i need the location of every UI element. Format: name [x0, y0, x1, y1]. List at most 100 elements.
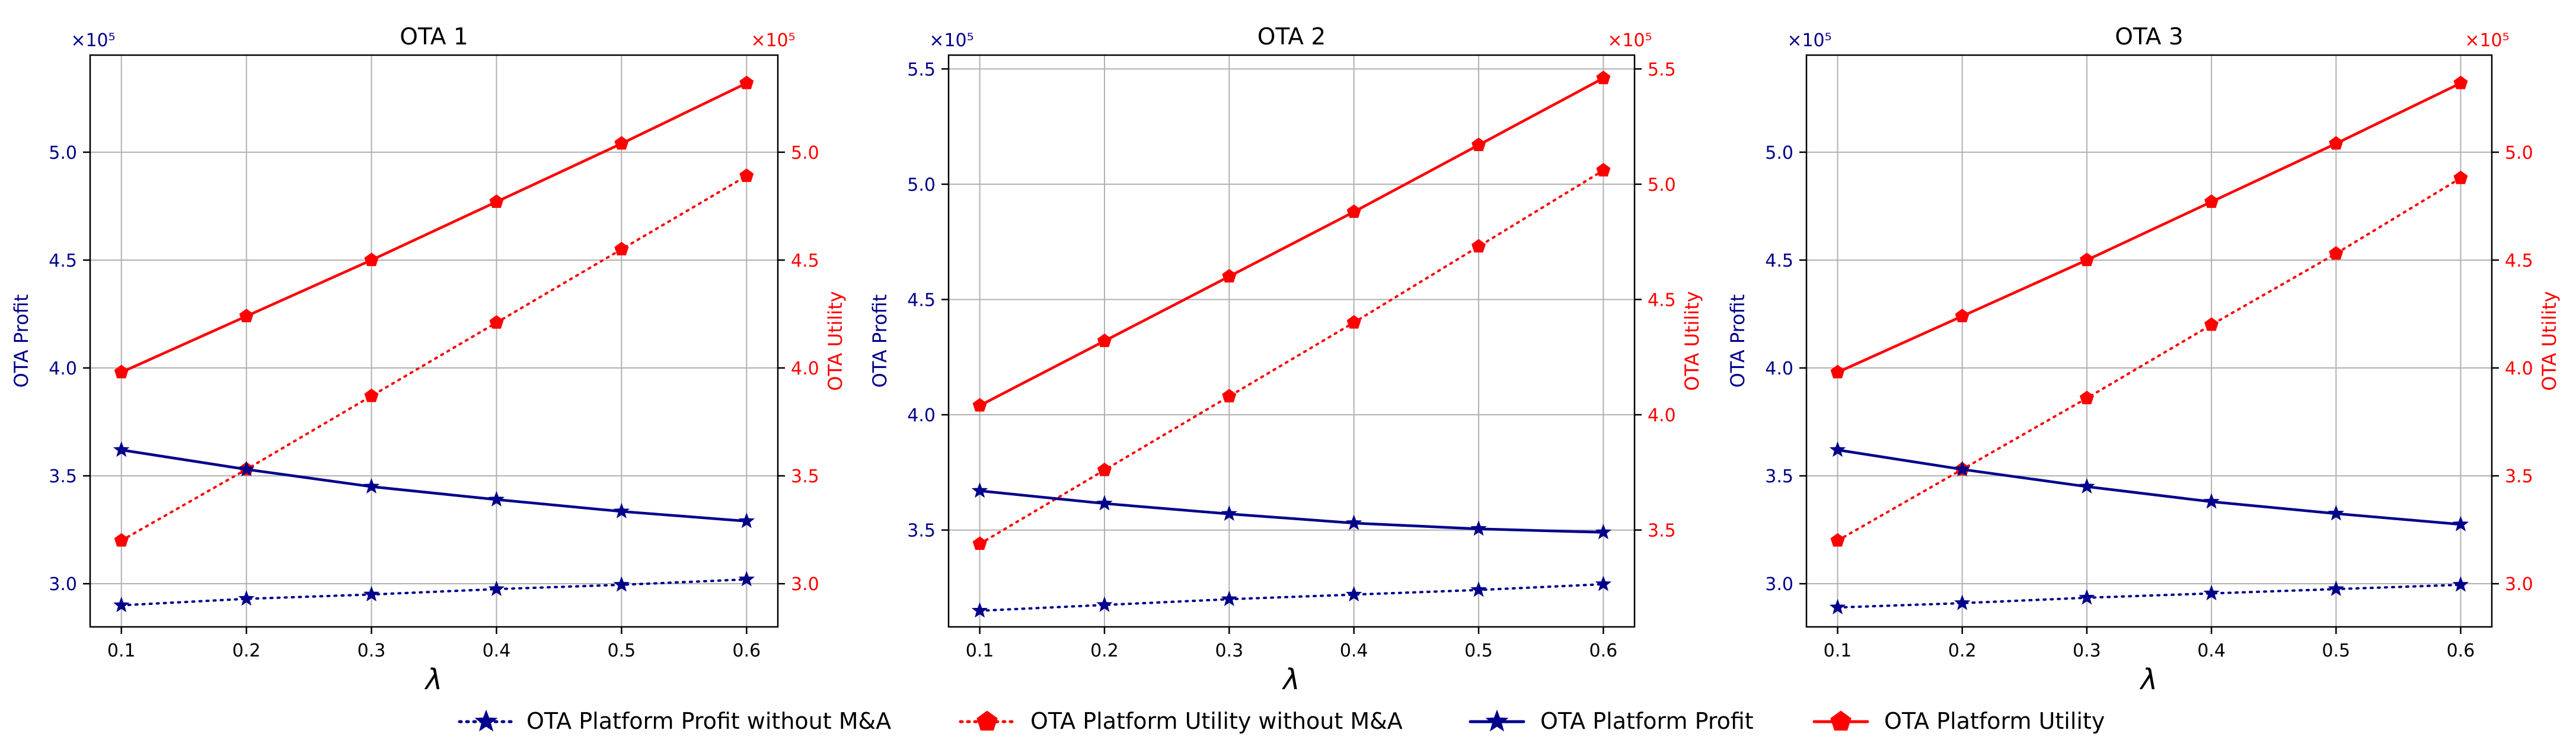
x-tick-label: 0.2	[232, 640, 261, 661]
x-tick-label: 0.6	[1589, 640, 1618, 661]
data-point-utility	[614, 136, 629, 150]
data-point-profit	[238, 460, 255, 476]
series-line-profit-without	[978, 583, 1605, 612]
series-line-profit	[978, 489, 1605, 534]
data-point-utility-without	[614, 242, 629, 255]
legend-marker	[1830, 710, 1852, 731]
data-point-utility	[1097, 333, 1112, 347]
legend-label: OTA Platform Profit without M&A	[526, 708, 891, 734]
right-y-tick-label: 5.0	[791, 143, 819, 164]
left-y-tick-label: 3.0	[1765, 574, 1793, 595]
data-point-utility-without	[1346, 315, 1361, 329]
chart-title: OTA 3	[2115, 24, 2183, 50]
data-point-profit	[2452, 515, 2469, 531]
data-point-utility-without	[1830, 533, 1845, 547]
legend-marker	[1485, 709, 1509, 732]
x-tick-label: 0.5	[1464, 640, 1493, 661]
right-axis-multiplier: ×10⁵	[2465, 30, 2509, 51]
left-y-tick-label: 3.0	[49, 574, 77, 595]
x-tick-label: 0.5	[608, 640, 636, 661]
data-point-profit-without	[2203, 585, 2220, 601]
data-point-profit-without	[971, 602, 988, 618]
data-point-profit-without	[113, 597, 130, 613]
data-point-utility	[739, 75, 754, 89]
data-point-profit-without	[613, 576, 630, 592]
chart-title: OTA 2	[1257, 24, 1326, 50]
data-point-profit	[1221, 505, 1238, 521]
data-point-utility-without	[1596, 162, 1611, 177]
left-y-tick-label: 3.5	[49, 466, 77, 487]
right-y-tick-label: 4.0	[791, 358, 819, 379]
data-point-profit-without	[238, 590, 255, 606]
right-y-tick-label: 3.5	[2505, 466, 2533, 487]
legend: OTA Platform Profit without M&A OTA Platf…	[458, 708, 2105, 734]
series-line-utility-without	[120, 174, 748, 542]
data-point-profit	[1470, 520, 1487, 536]
x-tick-label: 0.2	[1948, 640, 1977, 661]
plot-frame	[1805, 54, 2493, 628]
left-y-tick-label: 4.0	[49, 358, 77, 379]
chart-panel-1: 0.1 0.2 0.3 0.4 0.5 0.6 3.0 3.5 4.0 4.5 5.0 3.0 3.5 4…	[10, 24, 847, 696]
left-y-tick-label: 4.0	[1765, 358, 1793, 379]
x-tick-label: 0.5	[2322, 640, 2350, 661]
data-point-profit	[1954, 460, 1971, 476]
data-point-utility	[239, 309, 254, 322]
data-point-utility	[2079, 252, 2094, 267]
left-y-tick-label: 4.0	[907, 405, 936, 426]
data-point-utility-without	[1222, 389, 1237, 403]
series-line-profit	[1836, 449, 2462, 526]
data-point-utility	[1471, 137, 1486, 151]
data-point-profit-without	[1470, 581, 1487, 597]
data-point-profit	[1829, 441, 1846, 457]
right-y-axis-label: OTA Utility	[2538, 291, 2561, 390]
data-point-utility-without	[2079, 390, 2094, 405]
data-point-profit-without	[1221, 590, 1238, 606]
chart-panel-2: 0.1 0.2 0.3 0.4 0.5 0.6 3.5 4.0 4.5 5.0 5.5 3.5 4.0 4…	[869, 24, 1703, 696]
right-y-tick-label: 4.5	[2505, 251, 2533, 271]
legend-label: OTA Platform Utility	[1884, 708, 2105, 734]
data-point-utility	[489, 194, 504, 208]
left-y-axis-label: OTA Profit	[10, 294, 33, 388]
x-tick-label: 0.6	[2447, 640, 2475, 661]
data-point-profit-without	[1954, 594, 1971, 610]
data-point-utility	[114, 364, 129, 379]
right-y-tick-label: 3.0	[2505, 574, 2533, 595]
x-tick-label: 0.1	[966, 640, 994, 661]
data-point-profit-without	[488, 580, 505, 596]
data-point-profit	[1345, 514, 1362, 530]
x-tick-label: 0.4	[1340, 640, 1368, 661]
data-point-profit	[2079, 478, 2095, 494]
data-point-profit	[613, 502, 630, 518]
data-point-utility	[364, 252, 379, 267]
right-axis-multiplier: ×10⁵	[751, 30, 795, 51]
data-point-utility-without	[2453, 170, 2468, 184]
data-point-utility	[1346, 204, 1361, 218]
data-point-profit	[2203, 493, 2220, 509]
x-tick-label: 0.3	[2073, 640, 2101, 661]
legend-label: OTA Platform Utility without M&A	[1030, 708, 1403, 734]
right-y-tick-label: 3.5	[791, 466, 819, 487]
data-point-profit	[113, 441, 130, 457]
data-point-utility-without	[1097, 462, 1112, 476]
data-point-utility	[1222, 268, 1237, 283]
data-point-utility	[1830, 364, 1845, 379]
x-tick-label: 0.3	[1215, 640, 1243, 661]
series-line-utility	[978, 76, 1605, 407]
chart-panel-3: 0.1 0.2 0.3 0.4 0.5 0.6 3.0 3.5 4.0 4.5 5.0 3.0 3.5 4…	[1726, 24, 2561, 696]
data-point-utility	[1596, 71, 1611, 85]
series-line-utility-without	[978, 169, 1605, 545]
series-line-utility	[1836, 82, 2462, 374]
x-axis-label: λ	[2139, 663, 2157, 696]
left-y-tick-label: 5.5	[907, 59, 936, 80]
data-point-utility	[2453, 75, 2468, 89]
legend-entry-profit-without: OTA Platform Profit without M&A	[458, 708, 891, 734]
chart-panels: 0.1 0.2 0.3 0.4 0.5 0.6 3.0 3.5 4.0 4.5 5.0 3.0 3.5 4…	[10, 24, 2561, 696]
left-y-tick-label: 3.5	[907, 521, 936, 542]
data-point-profit	[1096, 495, 1113, 511]
left-y-tick-label: 5.0	[1765, 143, 1793, 164]
data-point-utility	[2204, 194, 2219, 208]
right-y-tick-label: 3.5	[1648, 521, 1676, 542]
data-point-profit-without	[1829, 598, 1846, 614]
right-axis-multiplier: ×10⁵	[1607, 30, 1652, 51]
